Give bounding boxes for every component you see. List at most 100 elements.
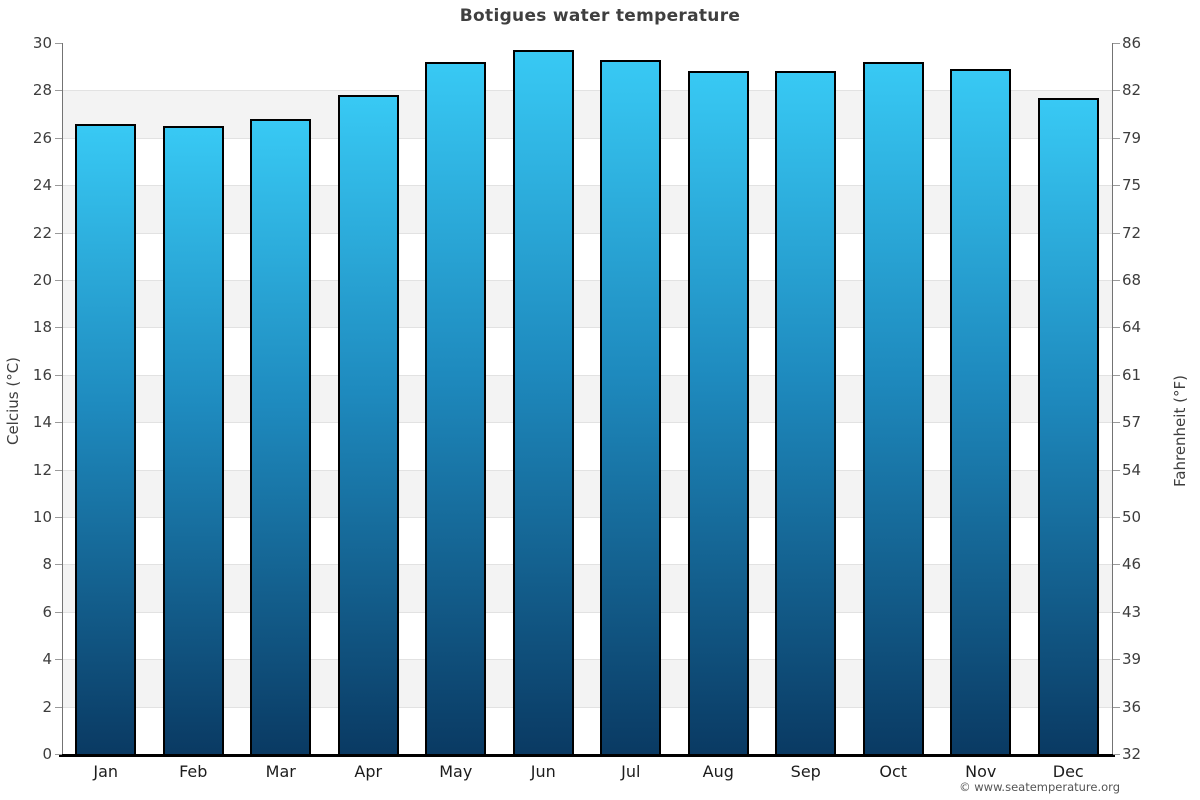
bar-aug[interactable] [687, 71, 749, 754]
bar-may[interactable] [425, 61, 487, 754]
axis-tick [1113, 422, 1120, 424]
gridline [62, 517, 1112, 518]
celsius-tick-label: 2 [42, 697, 52, 716]
copyright-credit[interactable]: © www.seatemperature.org [959, 780, 1120, 794]
axis-tick [55, 611, 62, 613]
fahrenheit-tick-label: 32 [1122, 745, 1142, 763]
axis-tick [55, 374, 62, 376]
axis-tick [1113, 564, 1120, 566]
plot-band [62, 659, 1112, 707]
axis-tick [1113, 327, 1120, 329]
axis-tick [1113, 374, 1120, 376]
celsius-tick-label: 28 [32, 81, 52, 100]
month-label-oct: Oct [879, 762, 908, 781]
plot-band [62, 564, 1112, 612]
plot-band [62, 232, 1112, 280]
gridline [62, 422, 1112, 424]
month-label-nov: Nov [965, 762, 997, 781]
gridline [62, 659, 1112, 661]
bar-oct[interactable] [862, 61, 924, 754]
gridline [62, 185, 1112, 187]
gridline [62, 280, 1112, 281]
plot-band [62, 706, 1112, 754]
celsius-tick-label: 20 [32, 271, 52, 289]
celsius-tick-label: 18 [32, 318, 52, 337]
celsius-tick-label: 14 [32, 413, 52, 432]
bar-jun[interactable] [512, 50, 574, 754]
gridline [62, 232, 1112, 234]
axis-tick [55, 280, 62, 281]
axis-tick [1113, 517, 1120, 518]
celsius-tick-label: 10 [32, 508, 52, 526]
y-axis-line-right [1112, 43, 1113, 754]
chart-title: Botigues water temperature [459, 6, 741, 26]
plot-band [62, 422, 1112, 470]
y-axis-line-left [62, 43, 63, 754]
axis-tick [55, 422, 62, 424]
month-label-may: May [439, 762, 473, 781]
axis-tick [55, 754, 62, 755]
x-axis-baseline [59, 754, 1115, 757]
gridline [62, 706, 1112, 708]
axis-tick [1113, 659, 1120, 661]
month-label-dec: Dec [1052, 762, 1084, 781]
month-label-jun: Jun [530, 762, 556, 781]
axis-tick [55, 469, 62, 471]
fahrenheit-tick-label: 72 [1122, 223, 1142, 242]
plot-band [62, 185, 1112, 233]
fahrenheit-tick-label: 46 [1122, 555, 1142, 574]
plot-area [62, 43, 1112, 754]
bar-sep[interactable] [775, 71, 837, 754]
fahrenheit-tick-label: 50 [1122, 508, 1142, 526]
bar-feb[interactable] [162, 125, 224, 754]
gridline [62, 564, 1112, 566]
bar-jan[interactable] [75, 123, 137, 754]
axis-tick [1113, 185, 1120, 187]
axis-tick [1113, 469, 1120, 471]
plot-band [62, 90, 1112, 138]
celsius-tick-label: 30 [32, 34, 52, 52]
axis-tick [1113, 754, 1120, 755]
celsius-tick-label: 6 [42, 602, 52, 621]
month-label-feb: Feb [179, 762, 208, 781]
axis-tick [1113, 232, 1120, 234]
gridline [62, 327, 1112, 329]
y-axis-title-fahrenheit: Fahrenheit (°F) [1171, 375, 1189, 487]
fahrenheit-tick-label: 86 [1122, 34, 1142, 52]
axis-tick [55, 232, 62, 234]
celsius-tick-label: 12 [32, 460, 52, 479]
axis-tick [55, 137, 62, 139]
bar-mar[interactable] [250, 118, 312, 754]
bar-jul[interactable] [600, 59, 662, 754]
fahrenheit-tick-label: 61 [1122, 365, 1142, 384]
gridline [62, 611, 1112, 613]
fahrenheit-tick-label: 79 [1122, 128, 1142, 147]
bar-nov[interactable] [950, 69, 1012, 754]
celsius-tick-label: 8 [42, 555, 52, 574]
plot-band [62, 137, 1112, 186]
bar-apr[interactable] [337, 95, 399, 754]
gridline [62, 137, 1112, 139]
axis-tick [1113, 706, 1120, 708]
bar-dec[interactable] [1037, 97, 1099, 754]
axis-tick [55, 327, 62, 329]
axis-tick [1113, 90, 1120, 92]
axis-tick [55, 90, 62, 92]
month-label-mar: Mar [265, 762, 296, 781]
month-label-jan: Jan [93, 762, 119, 781]
plot-band [62, 280, 1112, 328]
axis-tick [55, 517, 62, 518]
plot-band [62, 517, 1112, 565]
plot-band [62, 43, 1112, 91]
celsius-tick-label: 24 [32, 176, 52, 195]
axis-tick [55, 706, 62, 708]
fahrenheit-tick-label: 68 [1122, 271, 1142, 289]
celsius-tick-label: 22 [32, 223, 52, 242]
fahrenheit-tick-label: 43 [1122, 602, 1142, 621]
celsius-tick-label: 4 [42, 650, 52, 669]
axis-tick [1113, 280, 1120, 281]
fahrenheit-tick-label: 57 [1122, 413, 1142, 432]
gridline [62, 374, 1112, 376]
fahrenheit-tick-label: 82 [1122, 81, 1142, 100]
